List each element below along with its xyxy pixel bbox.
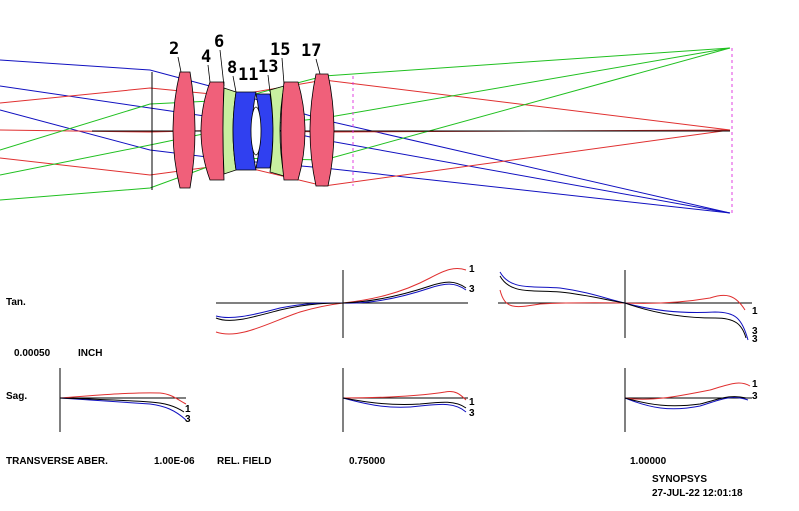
lens-element-8	[309, 73, 335, 187]
curve-label: 3	[752, 334, 758, 345]
surface-label: 11	[238, 65, 258, 85]
sag-curve-0.75-black	[342, 397, 467, 409]
curve-label: 3	[752, 326, 758, 337]
surface-label: 4	[201, 47, 211, 67]
surface-label: 13	[258, 57, 278, 77]
sag-label: Sag.	[6, 391, 27, 402]
surface-label: 2	[169, 39, 179, 59]
surface-leader	[219, 49, 225, 87]
curve-label: 1	[185, 404, 191, 415]
footer-timestamp: 27-JUL-22 12:01:18	[652, 488, 743, 499]
aberration-curves	[59, 267, 751, 421]
sag-curve-0-black	[59, 397, 185, 413]
tan-curve-0.75-blue	[215, 283, 467, 319]
surface-label: 8	[227, 58, 237, 78]
surface-leader	[281, 57, 285, 85]
footer-field-label: REL. FIELD	[217, 456, 271, 467]
tan-label: Tan.	[6, 297, 26, 308]
surface-leader	[207, 64, 211, 83]
sag-curve-0-blue	[59, 397, 187, 421]
curve-label: 1	[752, 379, 758, 390]
surface-leader	[315, 58, 321, 75]
scale-unit: INCH	[78, 348, 102, 359]
surface-label: 15	[270, 40, 290, 60]
aberration-axes	[59, 270, 752, 432]
footer-field-1: 0.75000	[349, 456, 386, 467]
surface-leader	[232, 75, 237, 93]
footer-wavelength: 1.00E-06	[154, 456, 195, 467]
green-ray-fan	[0, 47, 731, 201]
surface-leader	[267, 74, 271, 93]
surface-leader	[177, 56, 182, 73]
tan-curve-1.0-red	[499, 289, 746, 311]
tan-curve-1.0-black	[499, 275, 747, 339]
tan-curve-0.75-red	[215, 267, 467, 335]
footer-title: TRANSVERSE ABER.	[6, 456, 108, 467]
footer-program: SYNOPSYS	[652, 474, 707, 485]
curve-label: 3	[469, 284, 475, 295]
sag-curve-0-red	[59, 392, 187, 405]
lens-elements	[172, 71, 335, 189]
curve-label: 1	[469, 264, 475, 275]
blue-ray-fan	[0, 59, 731, 214]
stop-aperture	[250, 106, 262, 156]
tan-curve-1.0-blue	[499, 271, 749, 341]
curve-label: 1	[752, 306, 758, 317]
footer-field-2: 1.00000	[630, 456, 667, 467]
lens-element-2	[200, 81, 225, 181]
red-ray-fan	[0, 79, 731, 187]
sag-curve-1.0-black	[624, 396, 747, 407]
curve-labels: 1 3 1 3 3 1 3 1 3 1 3	[185, 264, 758, 425]
lens-element-7	[280, 81, 306, 181]
lens-element-4	[232, 91, 257, 171]
tan-curve-0.75-black	[215, 281, 467, 321]
scale-value: 0.00050	[14, 348, 51, 359]
sag-curve-1.0-blue	[624, 397, 749, 410]
surface-label: 17	[301, 41, 321, 61]
surface-label: 6	[214, 32, 224, 52]
curve-label: 3	[185, 414, 191, 425]
sag-curve-1.0-red	[624, 382, 751, 400]
curve-label: 1	[469, 397, 475, 408]
curve-label: 3	[752, 391, 758, 402]
sag-curve-0.75-red	[342, 391, 467, 401]
lens-element-1	[172, 71, 196, 189]
surface-labels: 2 4 6 8 11 13 15 17	[169, 32, 321, 93]
curve-label: 3	[469, 408, 475, 419]
sag-curve-0.75-blue	[342, 397, 467, 413]
